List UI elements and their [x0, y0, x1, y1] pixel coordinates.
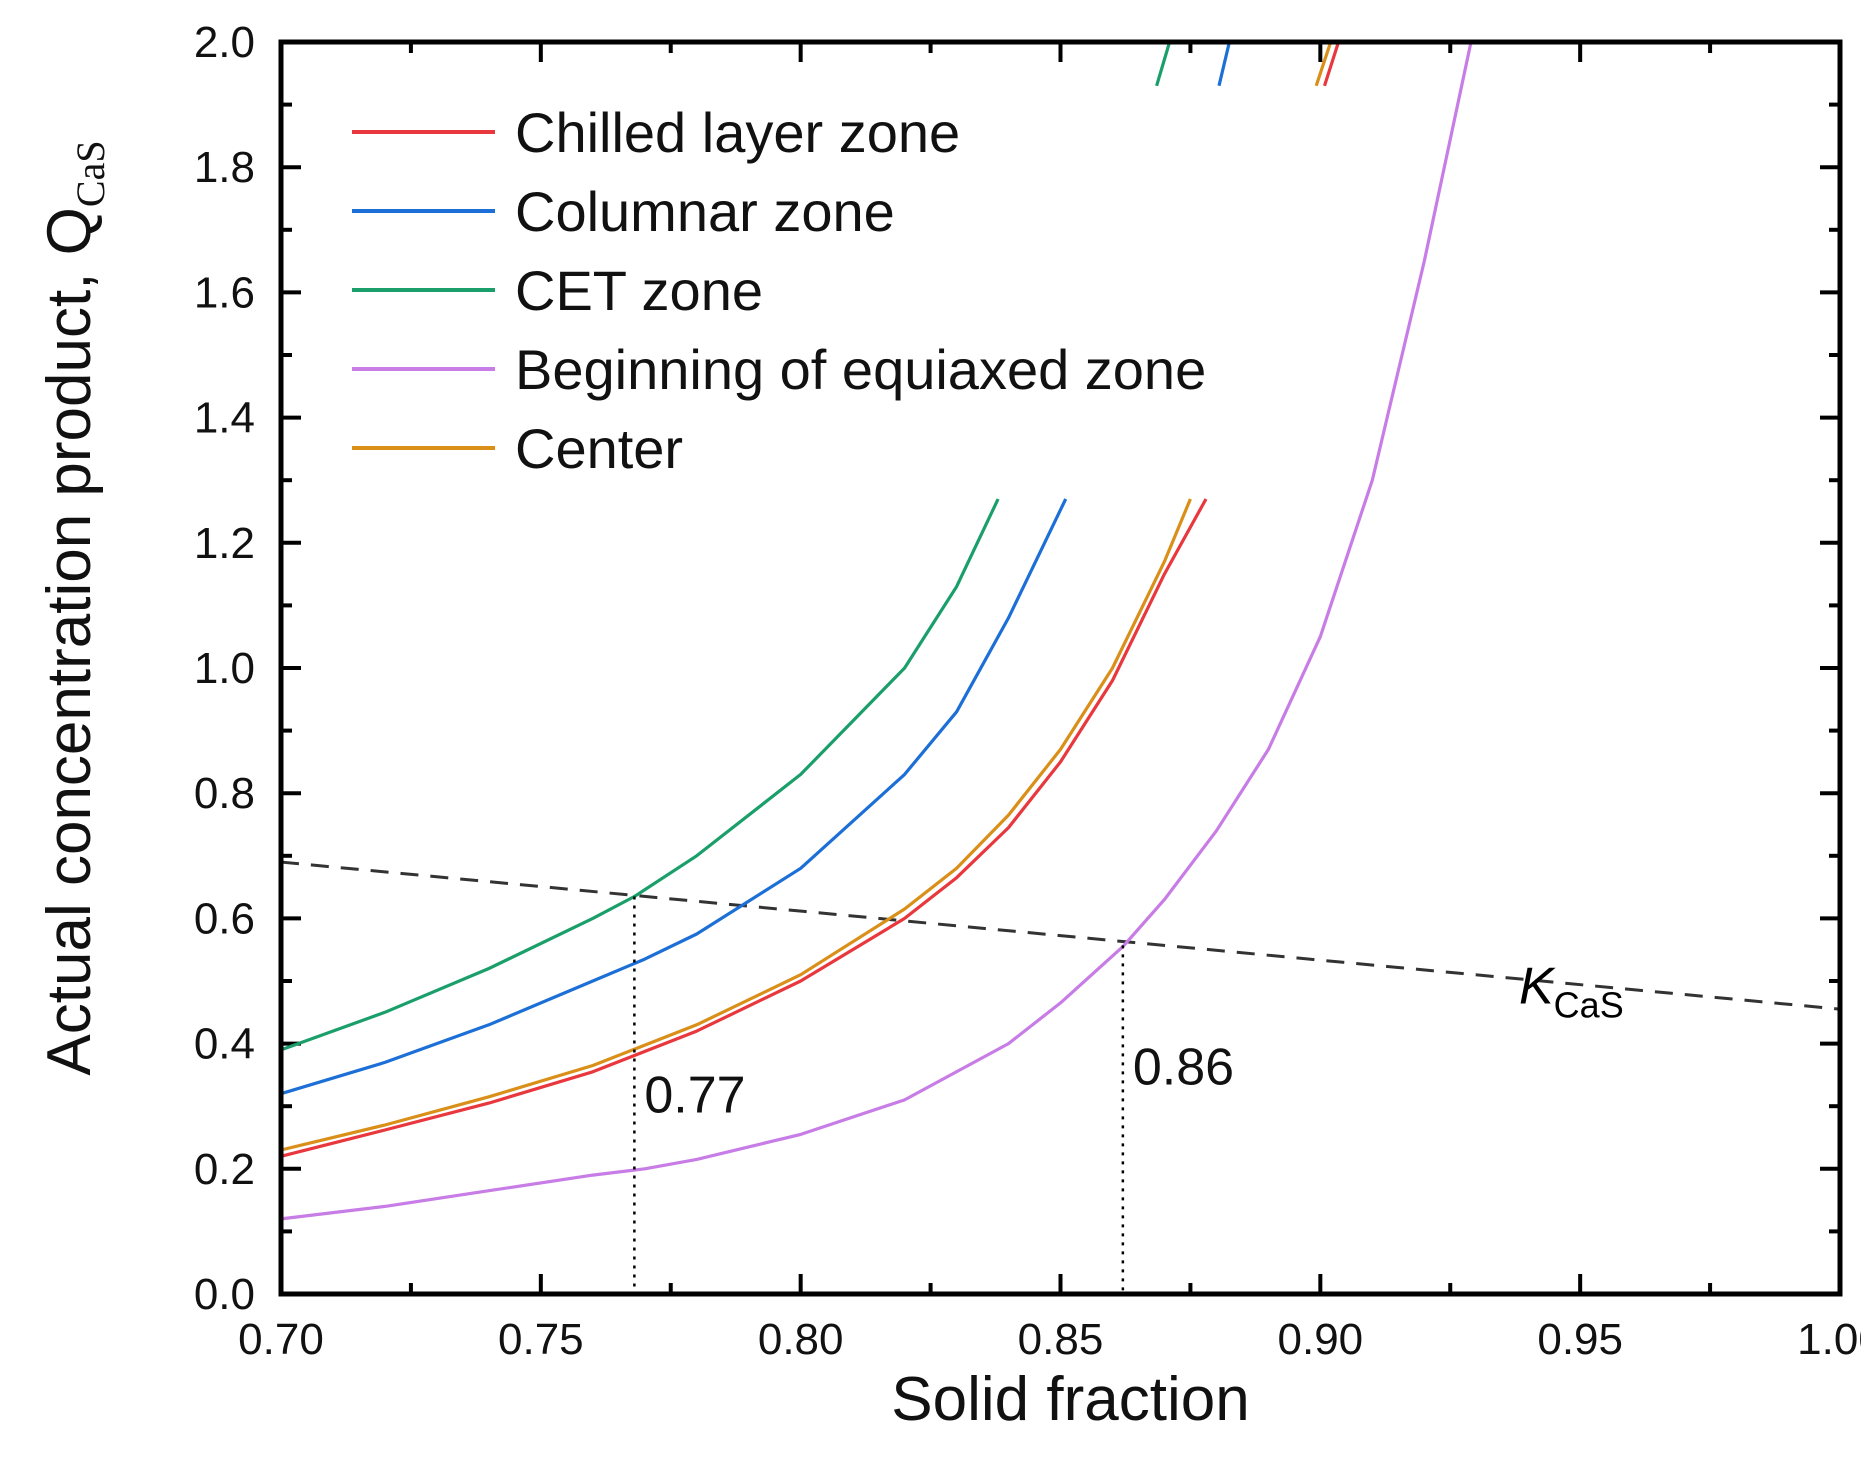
series-segment-top-columnar-zone [1217, 41, 1231, 87]
annotation-layer: 0.77 0.86 [633, 896, 1234, 1294]
y-tick-label: 0.8 [194, 769, 255, 818]
y-tick-label: 1.8 [194, 143, 255, 192]
k-cas-reference-line [280, 860, 1841, 1011]
x-tick-label: 0.85 [1018, 1315, 1104, 1364]
series-segment-top-cet-zone [1155, 41, 1172, 87]
series-line-cet-zone [280, 498, 1000, 1052]
k-cas-label-subscript: CaS [1554, 985, 1624, 1026]
y-axis-title-main: Actual concentration product, Q [35, 207, 104, 1075]
series-line-columnar-zone [280, 498, 1068, 1096]
y-tick-label: 1.2 [194, 519, 255, 568]
y-tick-label: 1.6 [194, 268, 255, 317]
x-tick-label: 1.00 [1797, 1315, 1861, 1364]
x-tick-label: 0.75 [498, 1315, 584, 1364]
y-axis-title: Actual concentration product, QCaS [35, 140, 113, 1075]
legend-label: Center [515, 417, 683, 480]
x-tick-label: 0.70 [238, 1315, 324, 1364]
y-tick-label: 0.4 [194, 1020, 255, 1069]
legend-label: CET zone [515, 259, 763, 322]
legend-label: Columnar zone [515, 180, 895, 243]
series-layer [280, 41, 1473, 1221]
y-tick-label: 0.0 [194, 1270, 255, 1319]
x-tick-label: 0.80 [758, 1315, 844, 1364]
plot-frame [278, 39, 1843, 1297]
series-line-center [280, 498, 1192, 1152]
k-cas-label-main: K [1519, 958, 1556, 1016]
legend-label: Chilled layer zone [515, 101, 960, 164]
y-tick-label: 1.0 [194, 644, 255, 693]
y-tick-label: 0.2 [194, 1145, 255, 1194]
k-cas-label: KCaS [1519, 958, 1624, 1026]
annotation-label: 0.86 [1133, 1038, 1234, 1096]
x-tick-label: 0.90 [1278, 1315, 1364, 1364]
y-tick-label: 0.6 [194, 894, 255, 943]
x-tick-label: 0.95 [1537, 1315, 1623, 1364]
y-tick-labels: 0.0 0.2 0.4 0.6 0.8 1.0 1.2 1.4 1.6 1.8 2.0 [194, 18, 255, 1319]
series-segment-top-chilled-layer-zone [1322, 41, 1341, 87]
reference-layer [280, 860, 1841, 1011]
x-tick-labels: 0.70 0.75 0.80 0.85 0.90 0.95 1.00 [238, 1315, 1861, 1364]
y-tick-label: 2.0 [194, 18, 255, 67]
x-axis-title: Solid fraction [891, 1365, 1249, 1434]
series-line-beginning-of-equiaxed-zone [280, 41, 1473, 1221]
y-axis-title-subscript: CaS [68, 140, 113, 207]
series-line-chilled-layer-zone [280, 498, 1208, 1158]
annotation-label: 0.77 [644, 1066, 745, 1124]
legend-label: Beginning of equiaxed zone [515, 338, 1206, 401]
legend: Chilled layer zone Columnar zone CET zone B… [352, 101, 1206, 480]
series-segment-top-center [1314, 41, 1333, 87]
y-tick-label: 1.4 [194, 394, 255, 443]
